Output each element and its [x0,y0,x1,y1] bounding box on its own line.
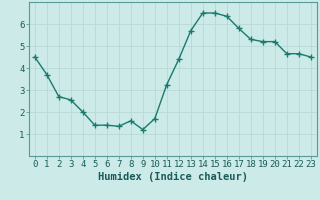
X-axis label: Humidex (Indice chaleur): Humidex (Indice chaleur) [98,172,248,182]
